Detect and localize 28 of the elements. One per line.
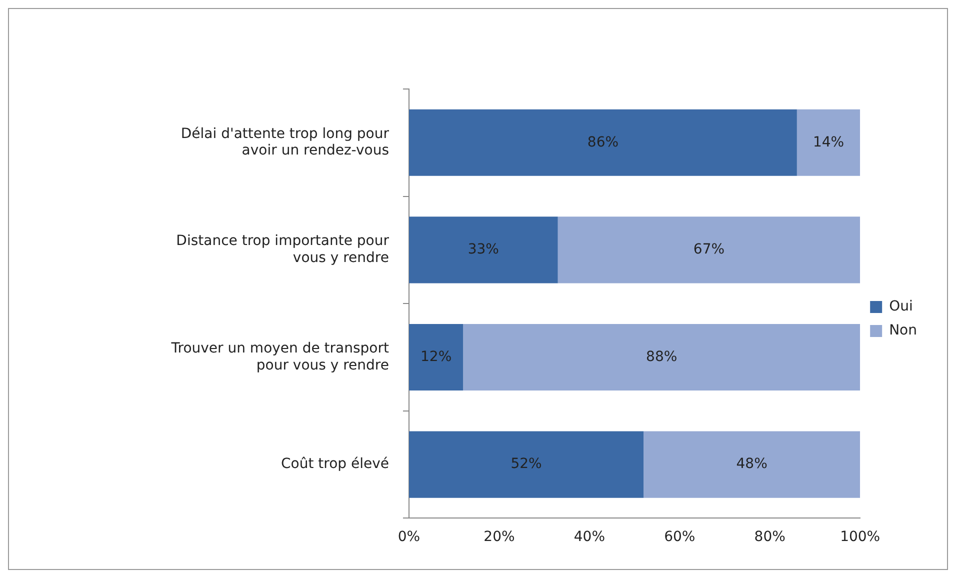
bar bbox=[558, 216, 860, 284]
y-tick-label: Coût trop élevé bbox=[280, 456, 389, 472]
data-label: 88% bbox=[646, 348, 678, 365]
data-label: 67% bbox=[693, 242, 725, 258]
x-tick-label: 0% bbox=[398, 529, 420, 546]
bar bbox=[409, 109, 797, 176]
data-label: 33% bbox=[468, 242, 499, 258]
y-tick-label: Distance trop importante pour vous y rendre bbox=[176, 233, 390, 266]
data-label: 86% bbox=[587, 134, 619, 150]
bar bbox=[796, 109, 860, 176]
bar bbox=[644, 431, 860, 498]
y-tick-label: Trouver un moyen de transport pour vous y rendre bbox=[170, 340, 390, 374]
data-label: 14% bbox=[812, 134, 844, 150]
bar bbox=[463, 324, 860, 391]
legend-label: Non bbox=[889, 322, 918, 339]
data-label: 52% bbox=[510, 456, 542, 472]
bar bbox=[409, 431, 644, 498]
x-tick-label: 100% bbox=[840, 529, 880, 546]
x-tick-label: 80% bbox=[754, 529, 786, 546]
x-tick-label: 60% bbox=[664, 529, 696, 546]
bar bbox=[409, 216, 558, 284]
x-tick-label: 20% bbox=[484, 529, 515, 546]
x-tick-label: 40% bbox=[574, 529, 605, 546]
data-label: 48% bbox=[736, 456, 768, 472]
data-label: 12% bbox=[420, 348, 452, 365]
y-tick-label: Délai d'attente trop long pour avoir un rendez-vous bbox=[180, 126, 390, 159]
legend-label: Oui bbox=[889, 298, 913, 315]
bar bbox=[409, 324, 464, 391]
